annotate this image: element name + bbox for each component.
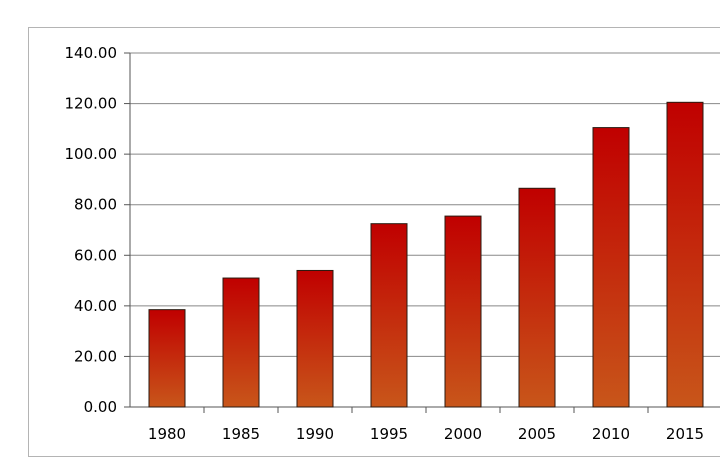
y-tick-label: 140.00	[65, 44, 118, 62]
y-tick-label: 40.00	[74, 297, 117, 315]
bar-2015	[666, 101, 704, 408]
x-tick-label-2005: 2005	[518, 425, 556, 442]
bar-1990	[296, 269, 334, 408]
y-tick-label: 20.00	[74, 347, 117, 365]
x-tick-label-1990: 1990	[296, 425, 334, 442]
y-tick-label: 100.00	[65, 145, 118, 163]
x-tick-labels: 1980 1985 1990 1995 2000 2005 2010 2015	[148, 425, 704, 442]
y-tick-label: 120.00	[65, 95, 118, 113]
gridlines	[130, 52, 720, 408]
bar-2005	[518, 187, 556, 408]
bars	[148, 101, 704, 408]
bar-1985	[222, 277, 260, 408]
y-tick-label: 60.00	[74, 246, 117, 264]
bar-2000	[444, 215, 482, 408]
bar-1980	[148, 309, 186, 408]
x-tick-label-1995: 1995	[370, 425, 408, 442]
x-tick-label-1980: 1980	[148, 425, 186, 442]
y-tick-labels: 0.00 20.00 40.00 60.00 80.00 100.00 120.00 140.…	[65, 44, 118, 416]
y-tick-label: 0.00	[84, 398, 117, 416]
bar-2010	[592, 127, 630, 408]
axes	[124, 52, 720, 413]
x-tick-label-2010: 2010	[592, 425, 630, 442]
y-tick-label: 80.00	[74, 196, 117, 214]
x-tick-label-1985: 1985	[222, 425, 260, 442]
bar-chart: 0.00 20.00 40.00 60.00 80.00 100.00 120.00 140.…	[65, 44, 720, 442]
x-tick-label-2000: 2000	[444, 425, 482, 442]
x-tick-label-2015: 2015	[666, 425, 704, 442]
bar-1995	[370, 223, 408, 408]
